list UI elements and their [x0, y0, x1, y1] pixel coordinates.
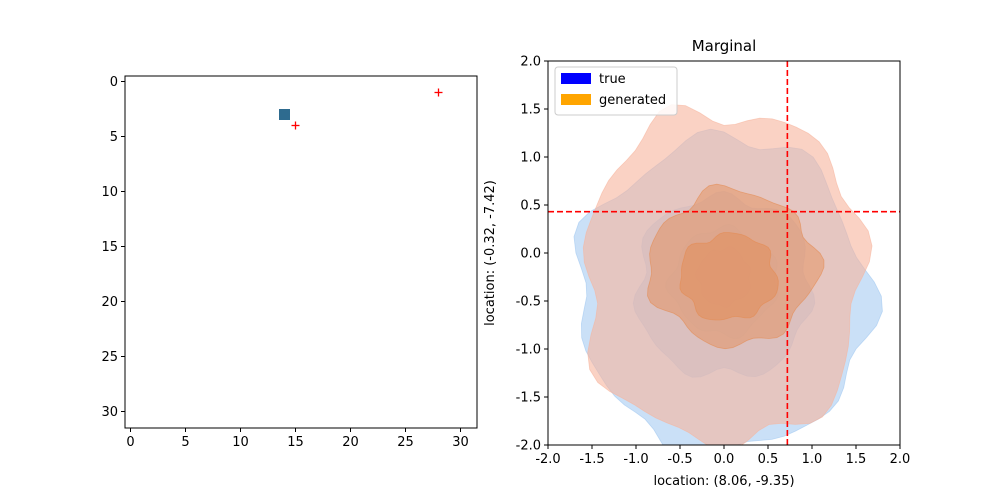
left-y-tick-label: 15	[101, 240, 118, 255]
contour-level	[582, 104, 873, 445]
left-y-tick-label: 10	[101, 185, 118, 200]
right-y-tick-label: -1.0	[516, 343, 541, 358]
left-x-tick-label: 30	[452, 435, 469, 450]
left-marks	[279, 88, 443, 130]
x-axis-label: location: (8.06, -9.35)	[653, 474, 794, 489]
right-y-ticks: -2.0 -1.5 -1.0 -0.5 0.0 0.5 1.0 1.5 2.0	[516, 55, 548, 454]
right-y-tick-label: -1.5	[516, 391, 541, 406]
right-x-tick-label: -1.0	[623, 452, 648, 467]
right-x-tick-label: -1.5	[579, 452, 604, 467]
left-y-tick-label: 30	[101, 405, 118, 420]
right-y-tick-label: 0.5	[520, 199, 541, 214]
left-y-tick-label: 25	[101, 350, 118, 365]
contour-series-generated	[647, 183, 825, 350]
right-x-tick-label: 0.5	[758, 452, 779, 467]
contour-level	[679, 232, 779, 321]
right-y-tick-label: 1.5	[520, 103, 541, 118]
right-y-tick-label: -0.5	[516, 295, 541, 310]
right-y-tick-label: 0.0	[520, 247, 541, 262]
left-y-tick-label: 5	[110, 130, 118, 145]
right-x-tick-label: -2.0	[535, 452, 560, 467]
left-y-ticks: 0 5 10 15 20 25 30	[101, 75, 125, 420]
image-grid-panel: 0 5 10 15 20 25 30 0 5 10 15 20 25 30	[101, 75, 478, 450]
right-x-tick-label: 2.0	[890, 452, 911, 467]
right-y-tick-label: 2.0	[520, 55, 541, 70]
square-cell	[279, 109, 290, 120]
marginal-panel: -2.0 -1.5 -1.0 -0.5 0.0 0.5 1.0 1.5 2.0 -2.0 -1.5…	[483, 37, 910, 489]
left-axes-frame	[124, 75, 478, 429]
legend-swatch-true	[561, 73, 591, 84]
contour-series-generated	[582, 104, 873, 445]
legend-label-generated: generated	[599, 93, 666, 108]
legend: true generated	[554, 66, 678, 116]
right-x-tick-label: 1.5	[846, 452, 867, 467]
left-x-tick-label: 10	[232, 435, 249, 450]
legend-swatch-generated	[561, 94, 591, 105]
left-x-tick-label: 0	[126, 435, 134, 450]
right-x-tick-label: 0.0	[714, 452, 735, 467]
chart-title: Marginal	[692, 37, 757, 55]
red-plus-2	[434, 88, 443, 97]
left-x-tick-label: 15	[287, 435, 304, 450]
right-y-tick-label: 1.0	[520, 151, 541, 166]
contour-level	[647, 183, 825, 350]
right-x-tick-label: 1.0	[802, 452, 823, 467]
legend-label-true: true	[599, 72, 626, 87]
right-y-tick-label: -2.0	[516, 439, 541, 454]
right-x-ticks: -2.0 -1.5 -1.0 -0.5 0.0 0.5 1.0 1.5 2.0	[535, 445, 910, 467]
left-y-tick-label: 20	[101, 295, 118, 310]
reference-lines	[548, 61, 900, 445]
left-x-tick-label: 25	[397, 435, 414, 450]
left-x-tick-label: 5	[181, 435, 189, 450]
y-axis-label: location: (-0.32, -7.42)	[483, 180, 498, 326]
red-plus-1	[291, 121, 300, 130]
left-x-ticks: 0 5 10 15 20 25 30	[126, 428, 469, 450]
right-x-tick-label: -0.5	[667, 452, 692, 467]
left-y-tick-label: 0	[110, 75, 118, 90]
left-x-tick-label: 20	[342, 435, 359, 450]
contour-regions	[573, 104, 883, 445]
